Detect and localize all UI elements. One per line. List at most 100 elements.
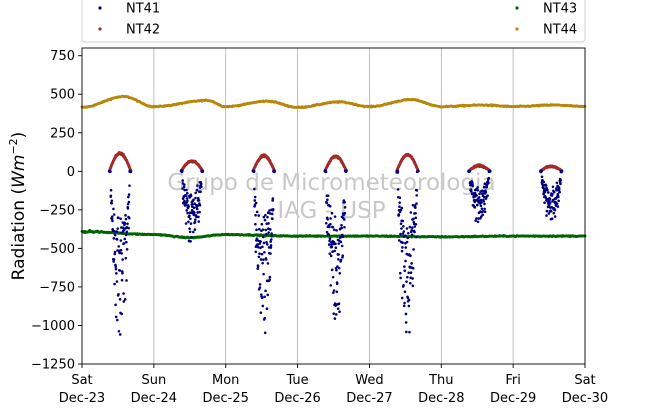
point-nt41 bbox=[332, 289, 336, 292]
y-tick-label: −250 bbox=[39, 203, 75, 218]
point-nt41 bbox=[124, 256, 128, 260]
point-nt41 bbox=[127, 195, 130, 199]
point-nt41 bbox=[120, 278, 124, 282]
x-tick-label-date: Dec-29 bbox=[490, 391, 536, 406]
x-tick-label-day: Fri bbox=[505, 373, 521, 388]
point-nt41 bbox=[415, 202, 418, 205]
point-nt41 bbox=[553, 215, 557, 218]
point-nt41 bbox=[479, 198, 483, 202]
point-nt41 bbox=[199, 182, 203, 186]
point-nt41 bbox=[553, 208, 557, 212]
point-nt41 bbox=[560, 169, 564, 173]
point-nt41 bbox=[261, 261, 264, 265]
point-nt41 bbox=[547, 212, 551, 215]
point-nt41 bbox=[117, 216, 120, 220]
point-nt41 bbox=[254, 213, 257, 217]
point-nt41 bbox=[410, 233, 414, 237]
point-nt41 bbox=[403, 234, 407, 238]
point-nt41 bbox=[112, 207, 115, 211]
y-tick-label: −1000 bbox=[31, 319, 75, 334]
point-nt41 bbox=[118, 333, 122, 336]
point-nt41 bbox=[468, 169, 472, 173]
point-nt41 bbox=[548, 197, 552, 200]
point-nt41 bbox=[115, 238, 119, 241]
point-nt41 bbox=[326, 218, 329, 221]
point-nt41 bbox=[345, 169, 348, 172]
point-nt41 bbox=[122, 300, 126, 303]
point-nt41 bbox=[126, 207, 130, 210]
point-nt41 bbox=[410, 262, 413, 265]
point-nt41 bbox=[412, 217, 415, 221]
point-nt41 bbox=[482, 185, 486, 189]
point-nt41 bbox=[543, 201, 546, 204]
point-nt41 bbox=[328, 237, 332, 241]
point-nt41 bbox=[404, 321, 408, 324]
point-nt41 bbox=[337, 258, 340, 261]
point-nt41 bbox=[542, 192, 545, 196]
point-nt41 bbox=[181, 187, 184, 190]
point-nt41 bbox=[262, 215, 266, 219]
point-nt41 bbox=[265, 307, 269, 310]
point-nt41 bbox=[330, 245, 334, 249]
point-nt41 bbox=[338, 271, 342, 275]
point-nt41 bbox=[343, 225, 346, 229]
point-nt41 bbox=[329, 222, 332, 226]
point-nt41 bbox=[324, 221, 328, 225]
point-nt41 bbox=[554, 197, 558, 200]
point-nt41 bbox=[331, 275, 335, 279]
point-nt41 bbox=[184, 194, 188, 198]
point-nt41 bbox=[195, 215, 198, 219]
point-nt41 bbox=[408, 281, 412, 285]
point-nt41 bbox=[476, 220, 480, 224]
point-nt41 bbox=[399, 222, 403, 225]
point-nt41 bbox=[261, 235, 265, 239]
point-nt41 bbox=[398, 201, 401, 204]
plot-area bbox=[80, 94, 587, 336]
point-nt41 bbox=[110, 199, 114, 203]
point-nt41 bbox=[185, 197, 189, 200]
point-nt41 bbox=[127, 226, 131, 230]
legend-label: NT42 bbox=[126, 23, 160, 38]
point-nt41 bbox=[399, 208, 403, 212]
point-nt41 bbox=[478, 192, 481, 196]
point-nt41 bbox=[196, 204, 200, 207]
point-nt41 bbox=[550, 217, 554, 220]
x-tick-label-date: Dec-28 bbox=[418, 391, 464, 406]
point-nt41 bbox=[403, 269, 407, 272]
point-nt41 bbox=[557, 186, 561, 190]
point-nt41 bbox=[192, 198, 195, 202]
point-nt41 bbox=[122, 292, 125, 295]
point-nt41 bbox=[117, 292, 120, 296]
point-nt41 bbox=[326, 194, 330, 197]
point-nt41 bbox=[414, 216, 418, 220]
point-nt41 bbox=[480, 207, 484, 210]
axes: −1250 −1000 −750 −500 −250 0 250 500 750 Sat Dec-2… bbox=[31, 47, 608, 406]
point-nt41 bbox=[184, 203, 188, 207]
legend-marker bbox=[98, 6, 102, 10]
point-nt41 bbox=[128, 184, 131, 187]
point-nt41 bbox=[335, 229, 338, 232]
point-nt41 bbox=[197, 215, 200, 219]
point-nt41 bbox=[405, 280, 408, 283]
point-nt41 bbox=[409, 211, 413, 214]
point-nt41 bbox=[483, 207, 486, 211]
point-nt41 bbox=[253, 195, 257, 199]
point-nt41 bbox=[270, 235, 274, 238]
point-nt41 bbox=[193, 228, 197, 231]
grid bbox=[153, 48, 514, 364]
point-nt41 bbox=[188, 227, 191, 230]
point-nt41 bbox=[269, 246, 273, 249]
point-nt41 bbox=[484, 190, 488, 194]
point-nt41 bbox=[404, 259, 407, 263]
point-nt41 bbox=[405, 240, 409, 244]
point-nt41 bbox=[125, 247, 129, 251]
point-nt41 bbox=[399, 276, 402, 280]
point-nt41 bbox=[556, 195, 560, 199]
point-nt41 bbox=[117, 329, 121, 333]
x-tick-label-day: Sun bbox=[141, 373, 166, 388]
point-nt41 bbox=[416, 169, 420, 173]
point-nt41 bbox=[401, 219, 405, 223]
point-nt41 bbox=[253, 199, 257, 202]
point-nt41 bbox=[488, 170, 492, 173]
point-nt41 bbox=[270, 212, 274, 216]
